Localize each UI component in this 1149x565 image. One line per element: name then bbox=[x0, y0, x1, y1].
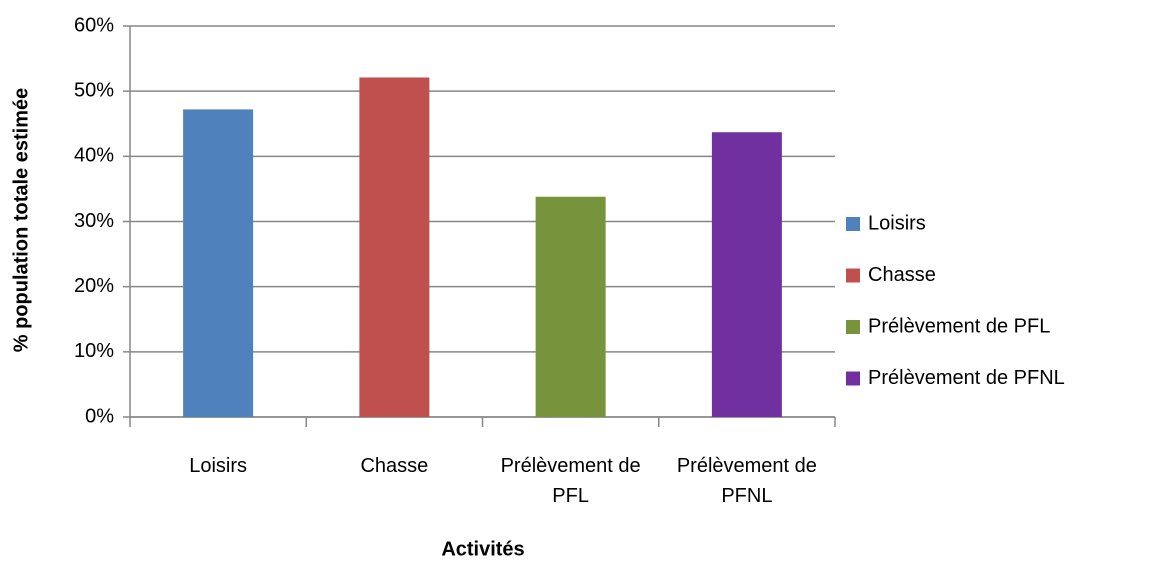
legend-swatch bbox=[846, 268, 860, 283]
x-tick-label: Prélèvement de PFNL bbox=[676, 455, 817, 507]
y-tick-label: 30% bbox=[74, 210, 114, 232]
x-tick-label: Chasse bbox=[360, 455, 429, 477]
y-axis-title: % population totale estimée bbox=[10, 88, 32, 352]
bar bbox=[183, 109, 254, 417]
legend-swatch bbox=[846, 320, 860, 334]
y-tick-label: 10% bbox=[74, 340, 114, 362]
legend-label: Chasse bbox=[868, 264, 936, 286]
legend-swatch bbox=[846, 371, 860, 386]
bar bbox=[535, 196, 606, 417]
x-axis-title: Activités bbox=[441, 538, 524, 560]
y-tick-label: 50% bbox=[74, 79, 114, 101]
bar bbox=[711, 132, 782, 417]
y-tick-label: 40% bbox=[74, 145, 114, 167]
legend-label: Loisirs bbox=[868, 212, 926, 234]
bar bbox=[359, 77, 430, 418]
legend-swatch bbox=[846, 217, 860, 231]
legend-label: Prélèvement de PFNL bbox=[868, 367, 1065, 389]
x-tick-label: Prélèvement de PFL bbox=[500, 455, 641, 507]
y-tick-label: 20% bbox=[74, 275, 114, 297]
legend-label: Prélèvement de PFL bbox=[868, 315, 1050, 337]
x-tick-label: Loisirs bbox=[189, 455, 248, 477]
y-tick-label: 0% bbox=[85, 405, 114, 427]
y-tick-label: 60% bbox=[74, 14, 114, 36]
